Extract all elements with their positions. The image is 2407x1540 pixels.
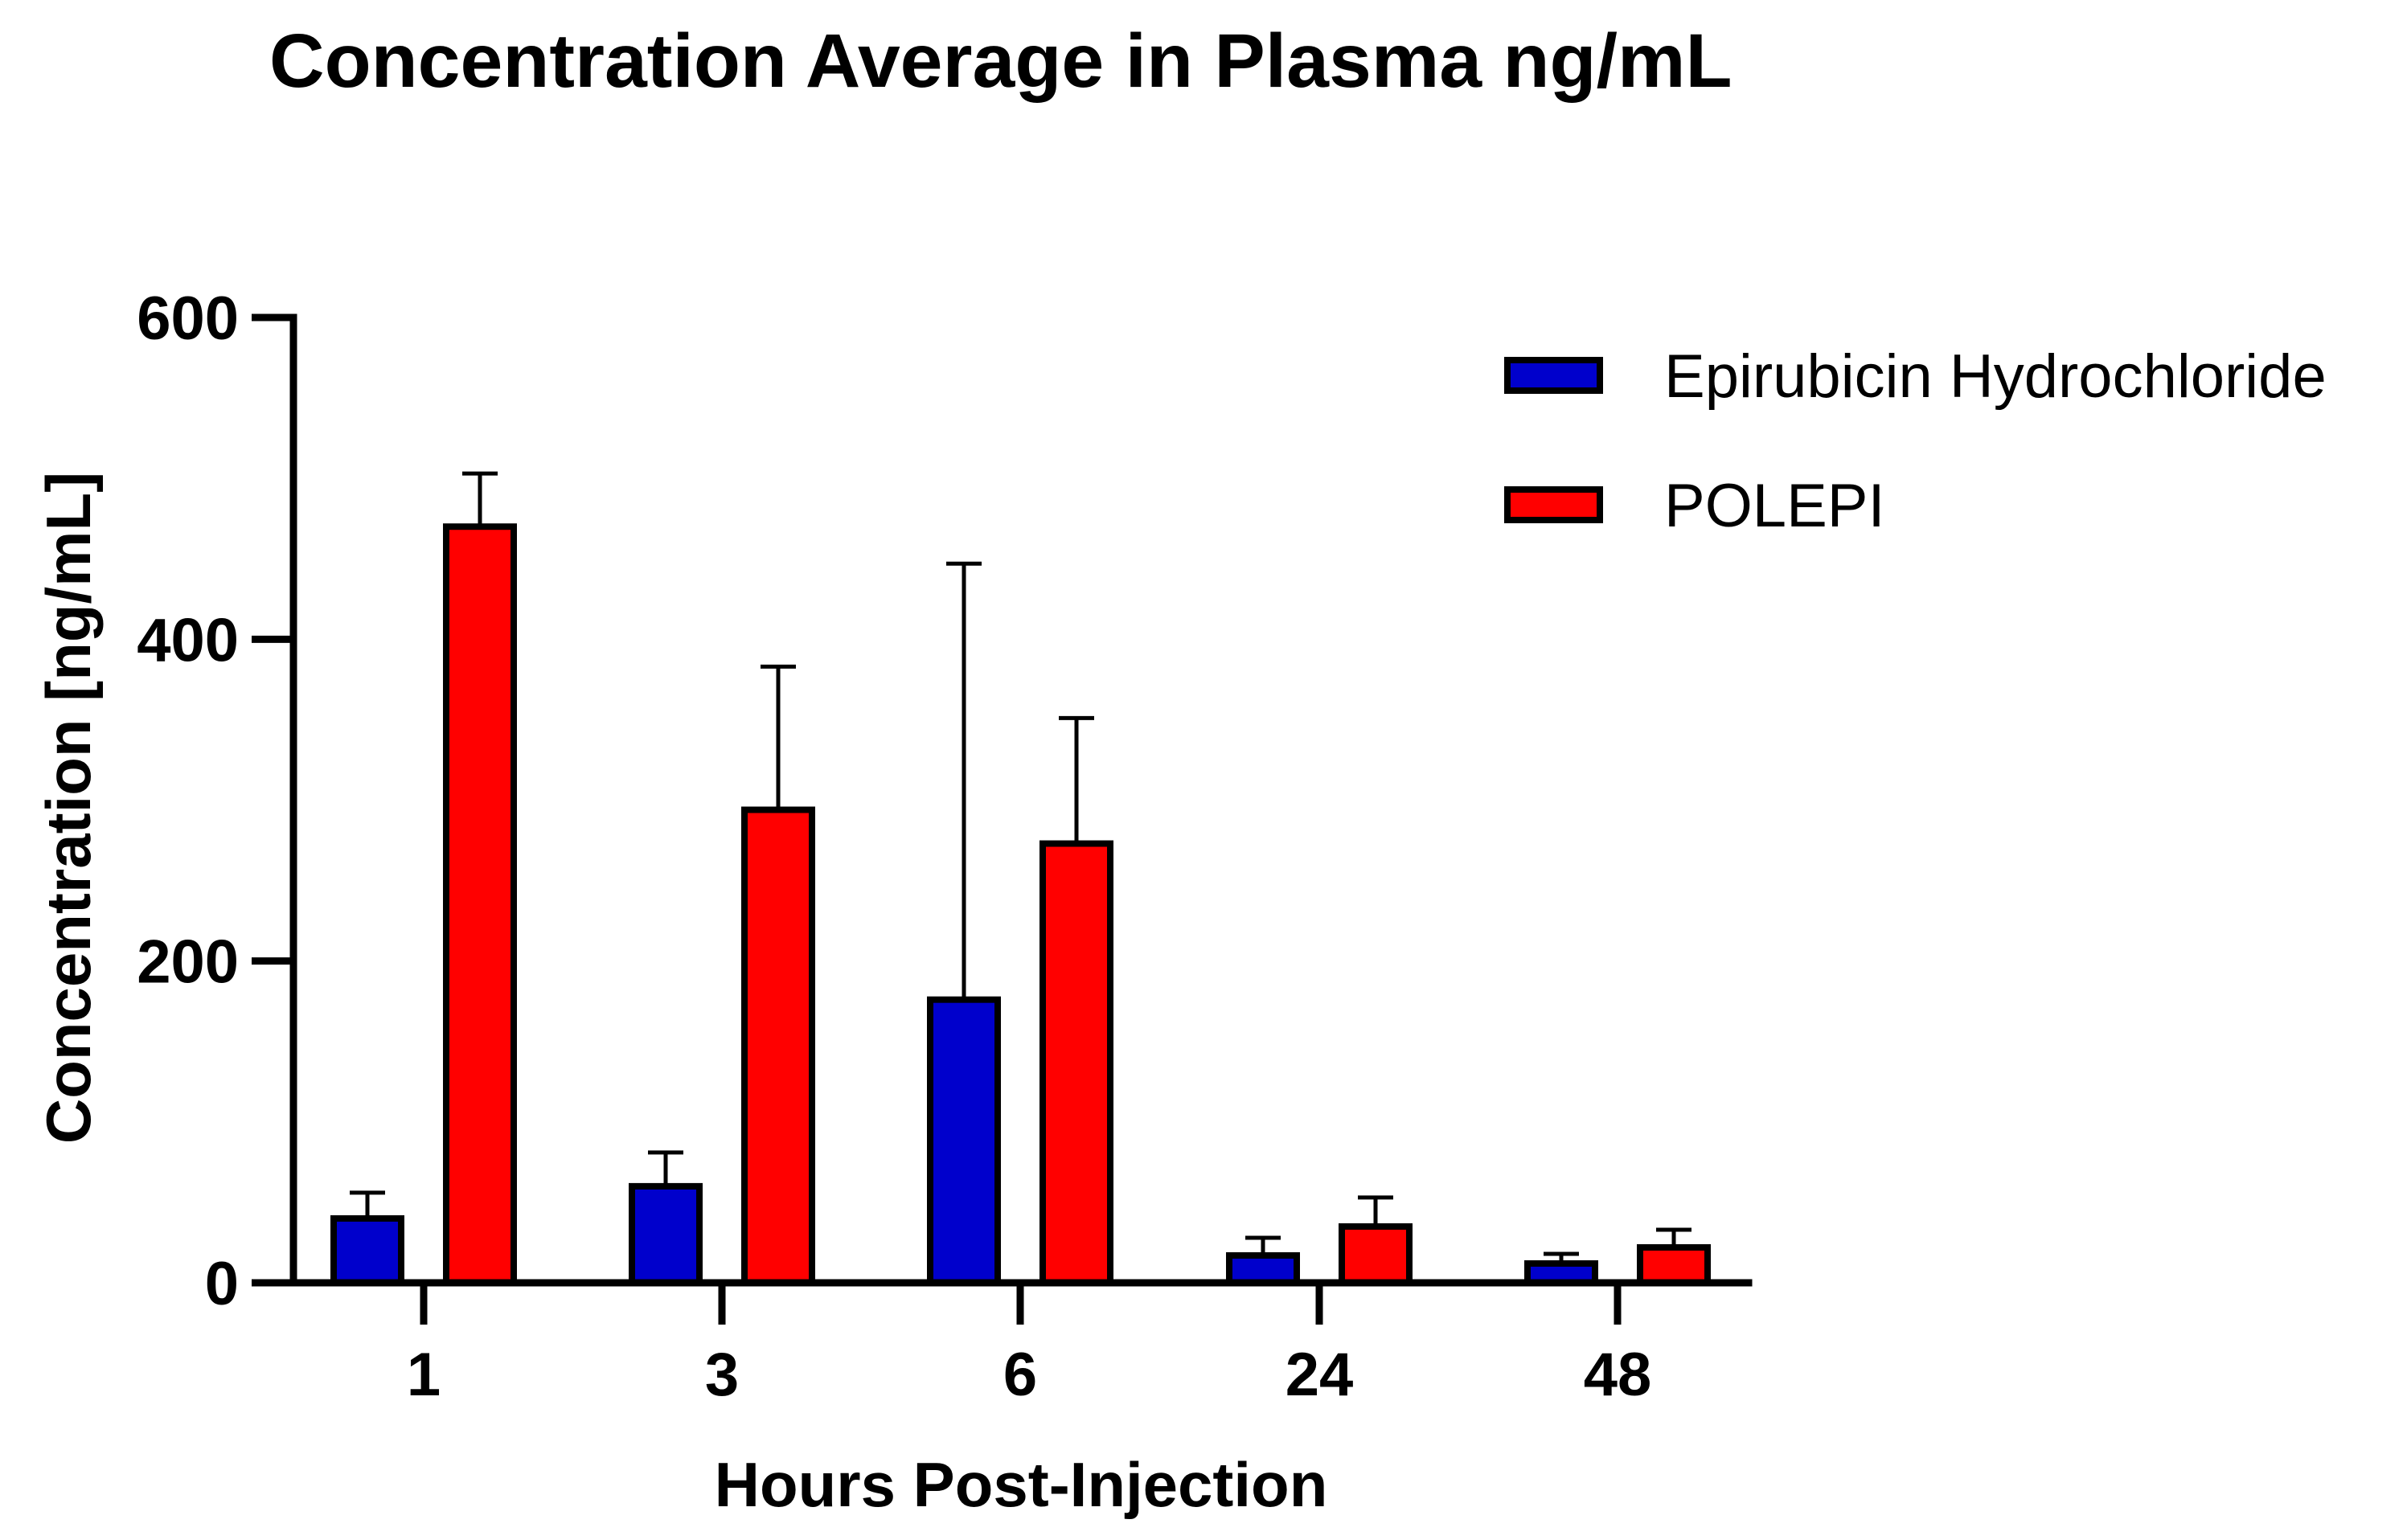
bar-polepi (1637, 1243, 1711, 1287)
legend-swatch-epirubicin (1504, 357, 1603, 394)
y-tick-label: 600 (137, 285, 239, 353)
bars-layer (330, 523, 1711, 1287)
x-tick-label: 1 (407, 1341, 441, 1409)
bar-polepi (1339, 1223, 1413, 1286)
bar-epirubicin (629, 1182, 703, 1287)
legend-label-epirubicin: Epirubicin Hydrochloride (1664, 342, 2327, 411)
y-tick-label: 200 (137, 928, 239, 997)
y-tick-label: 0 (205, 1250, 239, 1318)
legend-label-polepi: POLEPI (1664, 472, 1885, 540)
x-tick-label: 24 (1286, 1341, 1354, 1409)
error-bars-layer (350, 471, 1691, 1264)
legend: Epirubicin Hydrochloride POLEPI (1504, 342, 2327, 540)
bar-polepi (443, 523, 517, 1286)
bar-epirubicin (1226, 1251, 1300, 1287)
x-axis-ticks: 1 3 6 24 48 (407, 1283, 1651, 1409)
chart-title: Concentration Average in Plasma ng/mL (269, 18, 1732, 104)
y-tick-label: 400 (137, 606, 239, 674)
x-tick-label: 48 (1584, 1341, 1652, 1409)
bar-epirubicin (330, 1214, 404, 1287)
bar-epirubicin (927, 996, 1001, 1286)
x-tick-label: 6 (1003, 1341, 1037, 1409)
y-axis-ticks: 0 200 400 600 (137, 285, 293, 1318)
legend-swatch-polepi (1504, 486, 1603, 523)
bar-polepi (741, 806, 815, 1286)
x-tick-label: 3 (705, 1341, 739, 1409)
y-axis-label: Concentration [ng/mL] (33, 472, 104, 1144)
bar-polepi (1039, 840, 1113, 1287)
x-axis-label: Hours Post-Injection (715, 1449, 1328, 1520)
